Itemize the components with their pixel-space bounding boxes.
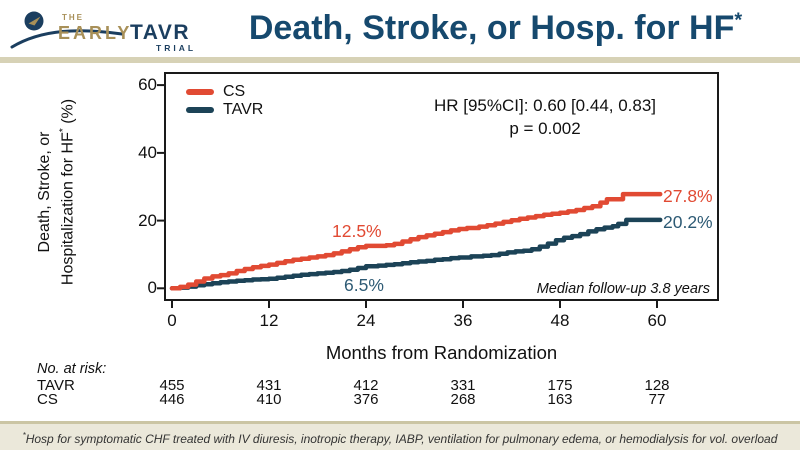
y-tick-label-0: 0 bbox=[147, 278, 157, 297]
footnote-bar: *Hosp for symptomatic CHF treated with I… bbox=[0, 421, 800, 450]
legend-label-tavr: TAVR bbox=[223, 101, 264, 118]
y-tick-label-20: 20 bbox=[138, 211, 157, 230]
tavr-midpoint-label: 6.5% bbox=[344, 275, 384, 295]
x-tick-label-48: 48 bbox=[550, 311, 570, 330]
x-tick-label-24: 24 bbox=[356, 311, 376, 330]
logo-text-trial: TRIAL bbox=[156, 43, 197, 53]
logo-text-early: EARLY bbox=[58, 23, 133, 43]
x-tick-label-12: 12 bbox=[259, 311, 279, 330]
p-value-text: p = 0.002 bbox=[509, 119, 581, 138]
risk-cs-m0: 446 bbox=[159, 391, 185, 408]
legend-row-cs: CS bbox=[186, 83, 263, 101]
risk-tavr-m0: 455 bbox=[159, 377, 185, 394]
risk-row-label-tavr: TAVR bbox=[37, 377, 75, 394]
x-tick-label-60: 60 bbox=[647, 311, 667, 330]
early-tavr-logo: THE EARLY TAVR TRIAL bbox=[6, 4, 206, 56]
y-tick-label-60: 60 bbox=[138, 75, 157, 94]
x-tick-marks bbox=[171, 300, 658, 308]
x-tick-label-36: 36 bbox=[453, 311, 473, 330]
cs-midpoint-label: 12.5% bbox=[332, 221, 382, 241]
risk-cs-m24: 376 bbox=[353, 391, 379, 408]
y-axis-title: Death, Stroke, or Hospitalization for HF… bbox=[35, 67, 77, 317]
plot-frame bbox=[164, 72, 719, 301]
hazard-ratio-box: HR [95%CI]: 0.60 [0.44, 0.83] p = 0.002 bbox=[390, 94, 700, 140]
curve-tavr bbox=[169, 217, 663, 291]
tavr-line-swatch bbox=[186, 107, 214, 113]
y-axis-title-line1: Death, Stroke, or bbox=[36, 131, 53, 253]
logo-graphic bbox=[10, 11, 124, 49]
legend-label-cs: CS bbox=[223, 83, 246, 100]
page-title: Death, Stroke, or Hosp. for HF* bbox=[195, 9, 796, 48]
y-tick-label-40: 40 bbox=[138, 143, 157, 162]
y-axis-asterisk: * bbox=[58, 128, 69, 133]
logo-arrow-icon bbox=[28, 16, 41, 26]
risk-cs-m48: 163 bbox=[547, 391, 573, 408]
y-axis-title-line2: Hospitalization for HF* (%) bbox=[58, 98, 77, 286]
curve-cs bbox=[169, 191, 663, 291]
median-followup-note: Median follow-up 3.8 years bbox=[536, 281, 710, 297]
legend: CS TAVR bbox=[186, 83, 263, 119]
cs-line-swatch bbox=[186, 89, 214, 95]
legend-row-tavr: TAVR bbox=[186, 101, 263, 119]
x-tick-label-0: 0 bbox=[167, 311, 177, 330]
logo-text-tavr: TAVR bbox=[130, 21, 191, 44]
risk-table-caption: No. at risk: bbox=[37, 361, 107, 377]
cs-endpoint-label: 27.8% bbox=[663, 186, 713, 206]
tavr-endpoint-label: 20.2% bbox=[663, 212, 713, 232]
page-title-text: Death, Stroke, or Hosp. for HF bbox=[248, 9, 735, 47]
logo-text-the: THE bbox=[62, 13, 84, 22]
survival-curves bbox=[169, 191, 663, 291]
risk-cs-m36: 268 bbox=[450, 391, 476, 408]
page-title-asterisk: * bbox=[734, 9, 743, 32]
risk-row-label-cs: CS bbox=[37, 391, 58, 408]
header-divider bbox=[0, 57, 800, 63]
footnote-text: Hosp for symptomatic CHF treated with IV… bbox=[25, 432, 778, 446]
risk-tavr-m60: 128 bbox=[644, 377, 670, 394]
risk-tavr-m48: 175 bbox=[547, 377, 573, 394]
risk-cs-m12: 410 bbox=[256, 391, 282, 408]
footnote-asterisk: * bbox=[22, 431, 26, 440]
y-tick-marks bbox=[157, 84, 165, 290]
risk-tavr-m12: 431 bbox=[256, 377, 282, 394]
risk-cs-m60: 77 bbox=[648, 391, 666, 408]
logo-swoosh-icon bbox=[10, 29, 124, 49]
hazard-ratio-text: HR [95%CI]: 0.60 [0.44, 0.83] bbox=[433, 96, 657, 115]
x-axis-title: Months from Randomization bbox=[325, 342, 558, 363]
risk-tavr-m36: 331 bbox=[450, 377, 476, 394]
risk-tavr-m24: 412 bbox=[353, 377, 379, 394]
